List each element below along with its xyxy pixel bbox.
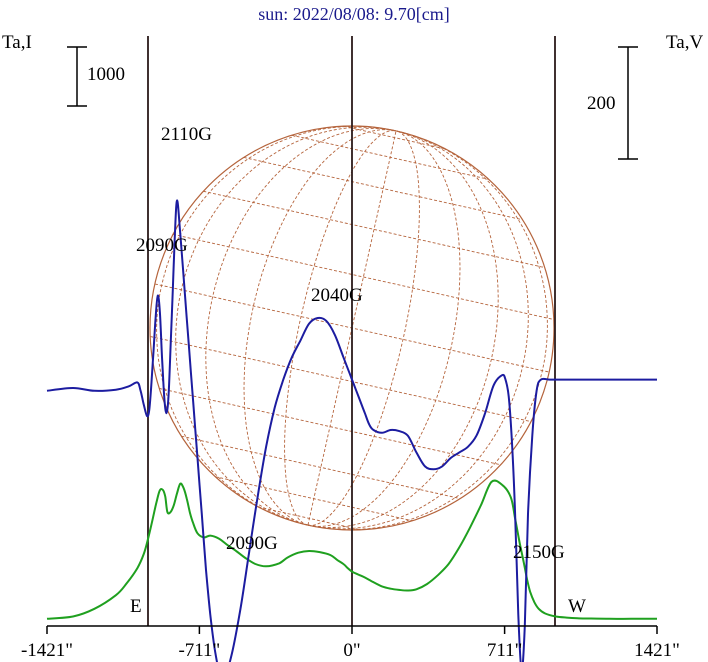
annotation-2040g: 2040G (311, 285, 363, 306)
limb-marker-west: W (568, 596, 586, 617)
longitude-line (307, 130, 548, 531)
longitude-line (307, 130, 499, 529)
series-v (46, 199, 657, 662)
x-tick-label: -711" (178, 640, 220, 661)
longitude-line (205, 127, 397, 526)
longitude-line (307, 130, 529, 530)
limb-lines (147, 36, 556, 626)
annotation-layer: 2110G 2090G 2040G 2090G 2150G (136, 124, 565, 563)
chart-title: sun: 2022/08/08: 9.70[cm] (258, 4, 450, 24)
series-v-line (46, 199, 657, 662)
latitude-line (243, 156, 523, 221)
scale-bar-right-label: 200 (587, 93, 616, 114)
annotation-2110g: 2110G (161, 124, 212, 145)
left-axis-label: Ta,I (2, 32, 32, 53)
x-tick-label: 1421" (634, 640, 680, 661)
annotation-2090g-upper: 2090G (136, 235, 188, 256)
longitude-line (307, 130, 420, 526)
limb-marker-east: E (130, 596, 142, 617)
annotation-2090g-lower: 2090G (226, 533, 278, 554)
scale-bar-left-label: 1000 (87, 64, 125, 85)
series-i-line (46, 479, 657, 620)
longitude-line (175, 126, 397, 526)
x-axis-ticks: -1421" -711" 0" 711" 1421" (21, 626, 680, 661)
longitude-line (243, 129, 397, 526)
series-i (46, 479, 657, 620)
annotation-2150g: 2150G (513, 542, 565, 563)
latitude-line (181, 435, 461, 500)
scale-bar-right: 200 (587, 46, 638, 160)
x-tick-label: 0" (343, 640, 360, 661)
series-layer (46, 199, 657, 662)
latitude-line (149, 335, 532, 423)
longitude-line (156, 125, 397, 526)
longitude-line (284, 130, 397, 526)
latitude-line (172, 233, 555, 321)
longitude-line (307, 130, 461, 527)
x-tick-label: -1421" (21, 640, 73, 661)
right-axis-label: Ta,V (666, 32, 703, 53)
x-tick-label: 711" (487, 640, 523, 661)
scale-bar-left: 1000 (67, 46, 125, 107)
